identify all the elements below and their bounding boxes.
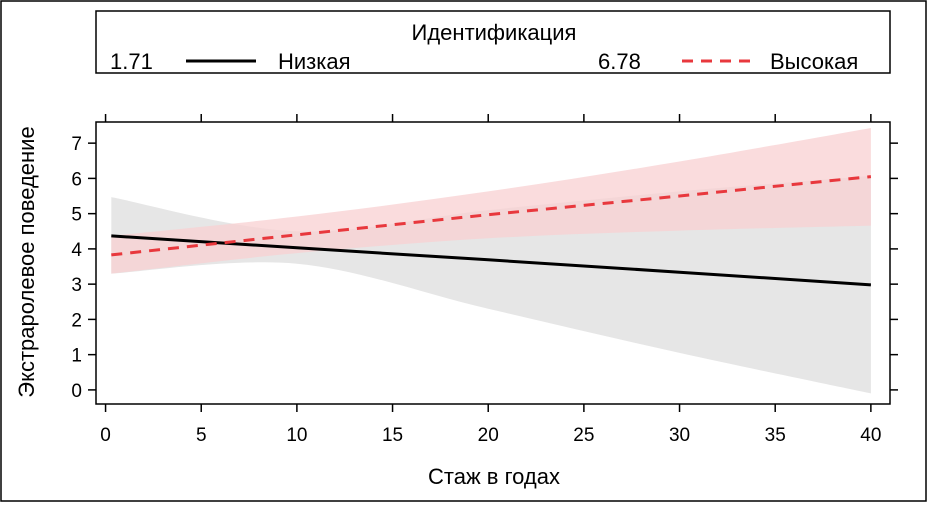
- y-tick-label: 3: [71, 275, 82, 296]
- legend-label-high: Высокая: [770, 49, 858, 74]
- x-tick-label: 30: [669, 425, 690, 446]
- plot-frame: [95, 121, 891, 405]
- x-tick-label: 10: [286, 425, 307, 446]
- legend-value-label-high: 6.78: [598, 49, 641, 74]
- x-tick-label: 20: [478, 425, 499, 446]
- y-tick-label: 7: [71, 134, 82, 155]
- plot-area: 0 5 10 15 20 25 30 35 40 0 1 2 3 4 5 6 7: [71, 114, 898, 446]
- legend-frame: [95, 10, 891, 74]
- legend-title: Идентификация: [412, 20, 577, 45]
- confidence-band-high: [111, 128, 871, 274]
- y-tick-label: 1: [71, 346, 82, 367]
- y-axis: 0 1 2 3 4 5 6 7: [71, 134, 898, 402]
- legend-label-low: Низкая: [278, 49, 351, 74]
- y-tick-label: 2: [71, 310, 82, 331]
- x-tick-label: 25: [573, 425, 594, 446]
- x-tick-label: 0: [100, 425, 111, 446]
- y-axis-label: Экстраролевое поведение: [14, 126, 39, 397]
- x-tick-label: 40: [860, 425, 881, 446]
- y-tick-label: 4: [71, 240, 82, 261]
- legend-value-label-low: 1.71: [110, 49, 153, 74]
- x-axis: 0 5 10 15 20 25 30 35 40: [100, 114, 881, 446]
- series-line-high: [111, 175, 872, 257]
- y-tick-label: 0: [71, 381, 82, 402]
- series-line-low: [111, 234, 871, 287]
- series-lines: [111, 175, 872, 287]
- x-axis-label: Стаж в годах: [428, 464, 560, 489]
- y-tick-label: 5: [71, 205, 82, 226]
- legend: Идентификация 1.71 Низкая 6.78 Высокая: [95, 10, 891, 74]
- x-tick-label: 15: [382, 425, 403, 446]
- x-tick-label: 5: [196, 425, 207, 446]
- confidence-bands: [111, 128, 871, 394]
- x-tick-label: 35: [765, 425, 786, 446]
- y-tick-label: 6: [71, 169, 82, 190]
